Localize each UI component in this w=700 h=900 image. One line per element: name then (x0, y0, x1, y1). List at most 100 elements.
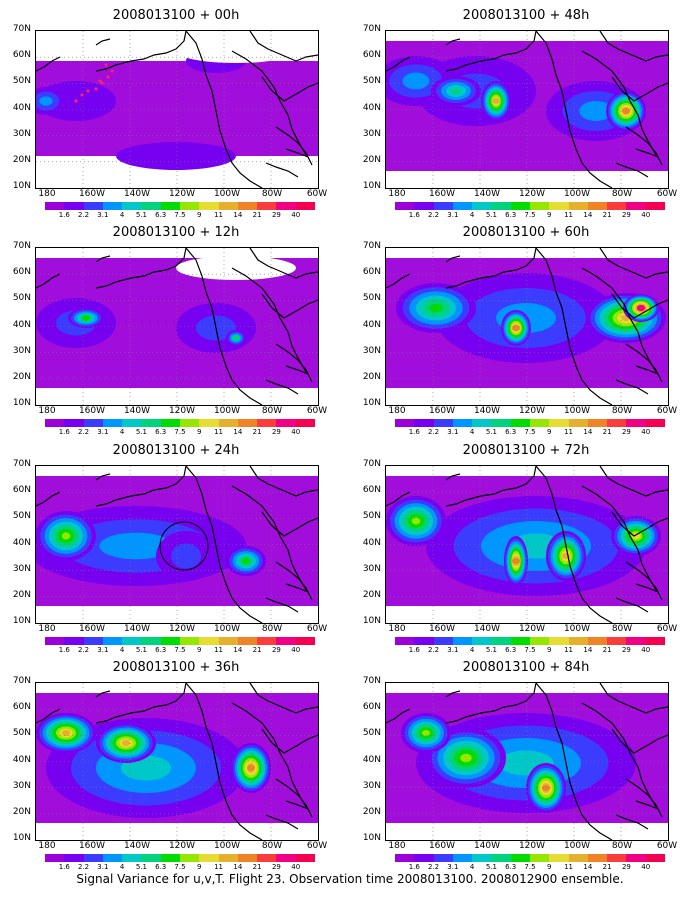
colorbar-swatch (199, 202, 219, 210)
longitude-label: 160W (78, 406, 106, 416)
longitude-label: 140W (473, 841, 501, 851)
colorbar-level-label: 2.2 (427, 646, 440, 654)
colorbar-swatch (122, 202, 142, 210)
colorbar-level-label: 21 (252, 428, 262, 436)
colorbar-level-label: 11 (564, 863, 574, 871)
colorbar-swatch (395, 854, 415, 862)
colorbar-swatch (433, 419, 453, 427)
longitude-label: 100W (213, 841, 241, 851)
colorbar-swatch (472, 202, 492, 210)
colorbar-swatch (102, 854, 123, 862)
colorbar-swatch (257, 202, 277, 210)
latitude-label: 50N (12, 293, 31, 304)
colorbar-level-label: 14 (233, 211, 243, 219)
colorbar-level-label: 21 (252, 863, 262, 871)
latitude-label: 60N (12, 50, 31, 61)
colorbar-swatch (491, 637, 511, 645)
colorbar-swatch (607, 637, 627, 645)
colorbar (395, 419, 665, 427)
panel-title: 2008013100 + 48h (462, 8, 590, 23)
longitude-label: 180 (38, 406, 56, 416)
colorbar-swatch (199, 419, 219, 427)
longitude-label: 120W (168, 406, 196, 416)
longitude-label: 140W (123, 406, 151, 416)
latitude-label: 30N (12, 128, 31, 139)
colorbar-level-label: 1.6 (408, 646, 420, 654)
latitude-label: 20N (12, 589, 31, 600)
colorbar-swatch (295, 854, 315, 862)
latitude-label: 10N (12, 181, 31, 191)
colorbar-level-label: 6.3 (155, 211, 167, 219)
colorbar-swatch (179, 419, 200, 427)
colorbar-level-label: 6.3 (505, 211, 517, 219)
latitude-label: 30N (12, 345, 31, 356)
colorbar-swatch (607, 419, 627, 427)
longitude-label: 100W (563, 406, 591, 416)
colorbar-level-label: 29 (271, 863, 281, 871)
colorbar-swatch (568, 854, 588, 862)
latitude-label: 20N (362, 806, 381, 817)
map-plot (35, 465, 319, 624)
colorbar-swatch (395, 202, 415, 210)
longitude-label: 120W (518, 841, 546, 851)
colorbar-level-label: 7.5 (174, 863, 186, 871)
map-plot (35, 247, 319, 406)
colorbar-level-label: 40 (291, 211, 301, 219)
longitude-label: 60W (656, 624, 678, 634)
colorbar-swatch (64, 202, 84, 210)
latitude-label: 60N (362, 50, 381, 61)
panel-title: 2008013100 + 24h (112, 443, 240, 458)
colorbar-swatch (160, 202, 180, 210)
colorbar-swatch (626, 637, 646, 645)
colorbar-swatch (587, 202, 608, 210)
colorbar-swatch (510, 202, 530, 210)
colorbar-swatch (276, 854, 296, 862)
colorbar-level-label: 2.2 (77, 428, 90, 436)
colorbar-level-label: 9 (547, 646, 552, 654)
colorbar-level-label: 29 (621, 211, 631, 219)
latitude-label: 50N (362, 293, 381, 304)
colorbar-swatch (510, 419, 530, 427)
colorbar-swatch (122, 854, 142, 862)
colorbar-swatch (237, 854, 258, 862)
colorbar-swatch (549, 637, 569, 645)
latitude-label: 50N (12, 511, 31, 522)
colorbar-level-label: 14 (233, 428, 243, 436)
colorbar-swatch (179, 202, 200, 210)
latitude-label: 60N (362, 267, 381, 278)
map-plot (385, 30, 669, 189)
latitude-label: 10N (12, 616, 31, 626)
colorbar-level-label: 21 (602, 211, 612, 219)
map-plot (385, 682, 669, 841)
panel-title: 2008013100 + 60h (462, 225, 590, 240)
colorbar-level-label: 7.5 (174, 428, 186, 436)
colorbar-swatch (45, 637, 65, 645)
latitude-label: 20N (362, 371, 381, 382)
colorbar-swatch (237, 637, 258, 645)
map-plot (35, 30, 319, 189)
longitude-label: 80W (261, 189, 283, 199)
map-svg (386, 31, 668, 188)
colorbar-level-label: 9 (197, 428, 202, 436)
colorbar-level-label: 5.1 (135, 863, 147, 871)
colorbar-level-label: 2.2 (77, 646, 90, 654)
map-plot (35, 682, 319, 841)
colorbar-level-label: 40 (291, 646, 301, 654)
colorbar-level-label: 14 (583, 646, 593, 654)
latitude-label: 60N (12, 267, 31, 278)
colorbar-swatch (83, 419, 103, 427)
colorbar-level-label: 2.2 (77, 863, 90, 871)
colorbar-swatch (295, 637, 315, 645)
colorbar-swatch (218, 854, 238, 862)
colorbar-swatch (587, 637, 608, 645)
colorbar-level-label: 6.3 (505, 646, 517, 654)
colorbar-level-label: 3.1 (447, 646, 459, 654)
colorbar-level-label: 2.2 (427, 863, 440, 871)
colorbar-swatch (587, 854, 608, 862)
figure-caption: Signal Variance for u,v,T. Flight 23. Ob… (76, 872, 624, 886)
colorbar-level-label: 40 (291, 428, 301, 436)
colorbar-level-label: 29 (271, 211, 281, 219)
colorbar-level-label: 4 (469, 646, 475, 654)
colorbar-level-label: 29 (271, 646, 281, 654)
colorbar-swatch (607, 202, 627, 210)
